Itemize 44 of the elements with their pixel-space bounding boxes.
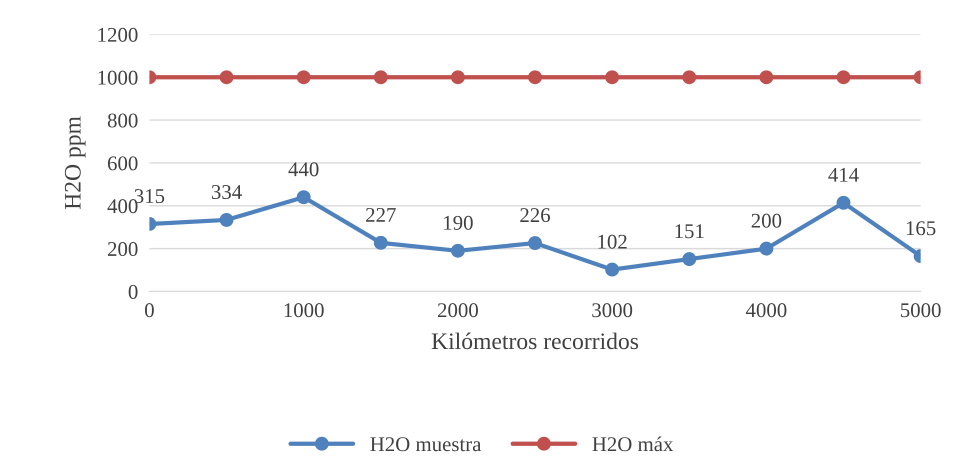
x-tick-label: 0	[145, 303, 154, 318]
y-tick-label: 800	[108, 113, 138, 128]
data-label: 200	[752, 214, 782, 228]
data-label: 102	[598, 234, 627, 249]
y-tick-label: 1200	[98, 28, 138, 42]
x-axis-title: Kilómetros recorridos	[432, 332, 638, 350]
y-tick-label: 0	[128, 284, 138, 299]
y-tick-label: 600	[108, 156, 138, 170]
y-tick-label: 200	[108, 242, 138, 256]
point	[296, 190, 311, 204]
point	[374, 70, 388, 84]
data-label: 226	[520, 208, 550, 222]
point	[605, 262, 620, 277]
data-label: 414	[828, 168, 859, 182]
x-tick-label: 5000	[901, 303, 941, 318]
point	[220, 212, 234, 227]
point	[528, 70, 542, 84]
data-label: 440	[288, 162, 318, 176]
y-tick-label: 1000	[98, 70, 138, 85]
x-tick-label: 4000	[746, 303, 786, 318]
x-tick-label: 3000	[592, 303, 632, 318]
data-label: 190	[444, 216, 473, 230]
point	[528, 236, 542, 250]
data-label: 165	[906, 221, 936, 236]
data-label: 151	[675, 224, 704, 238]
point	[450, 244, 465, 258]
x-tick-label: 2000	[438, 303, 478, 318]
point	[682, 70, 696, 84]
point	[450, 70, 465, 84]
point	[296, 70, 311, 84]
data-label: 227	[366, 208, 396, 222]
point	[605, 70, 620, 84]
data-label: 334	[212, 185, 242, 200]
x-tick-label: 1000	[284, 303, 324, 318]
point	[220, 70, 234, 84]
point	[836, 196, 850, 210]
point	[836, 70, 850, 84]
legend-label: H2O máx	[592, 436, 674, 452]
point	[759, 70, 774, 84]
point	[682, 252, 696, 266]
y-axis-title: H2O ppm	[64, 116, 86, 210]
point	[759, 242, 774, 256]
point	[374, 236, 388, 250]
legend-label: H2O muestra	[370, 437, 482, 452]
